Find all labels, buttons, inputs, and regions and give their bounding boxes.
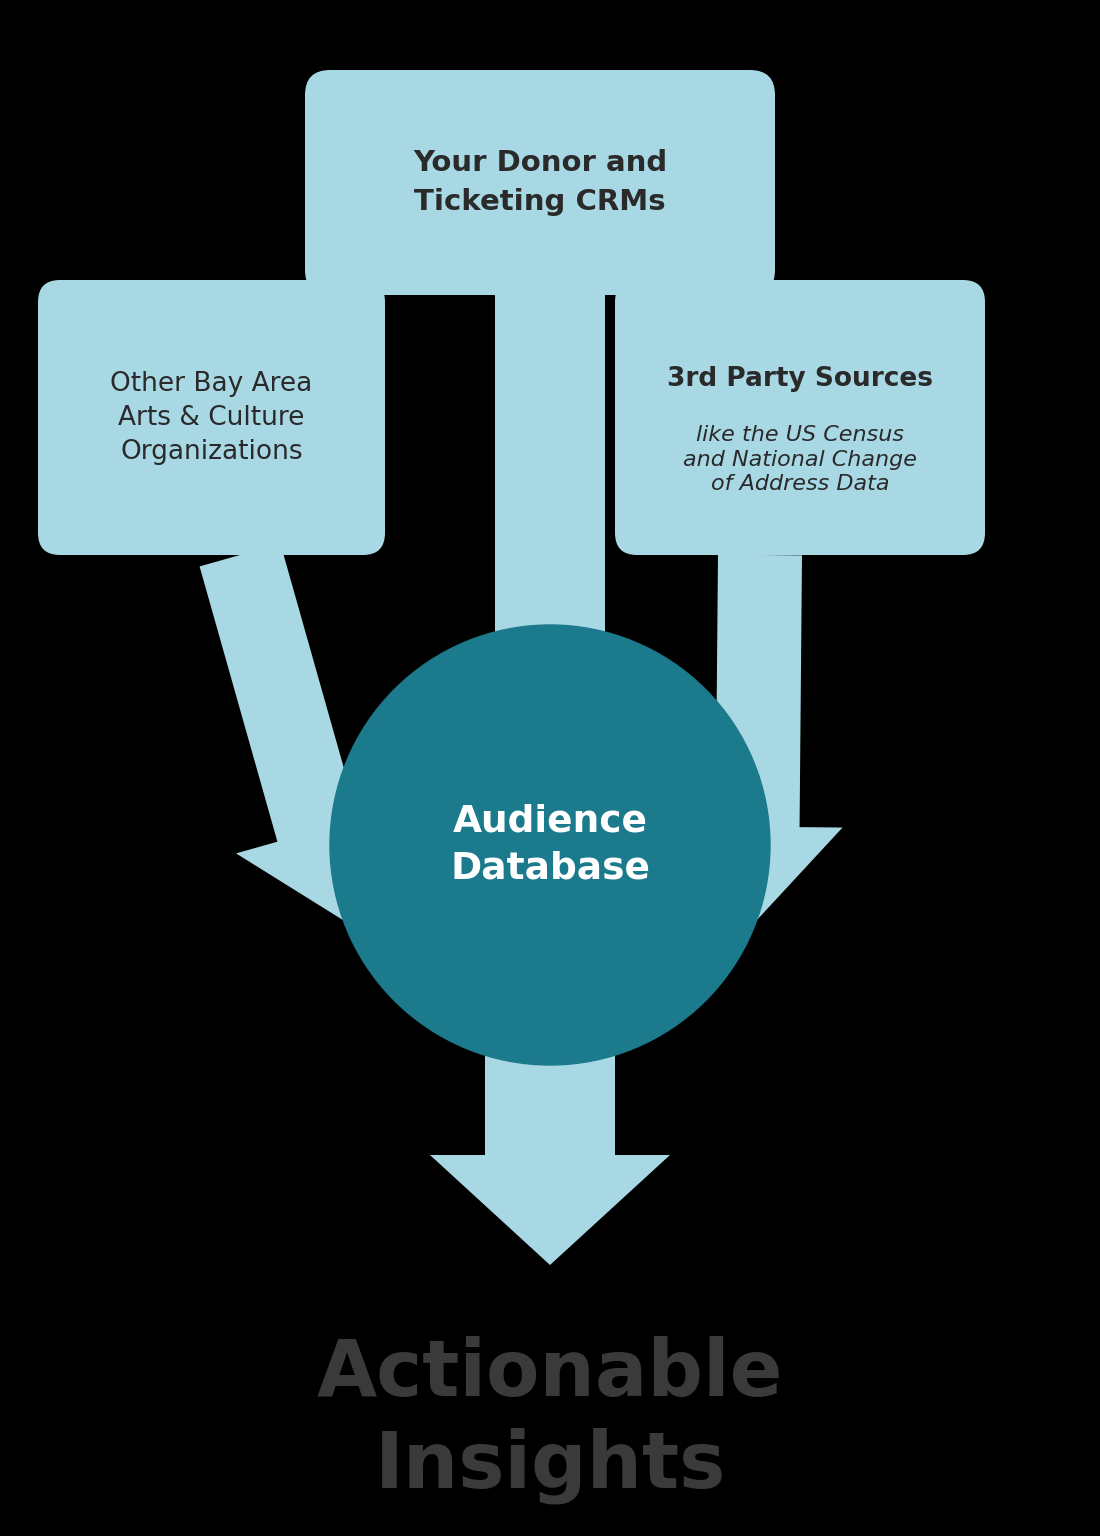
Text: like the US Census
and National Change
of Address Data: like the US Census and National Change o… <box>683 424 917 495</box>
FancyBboxPatch shape <box>305 71 776 295</box>
Circle shape <box>330 625 770 1064</box>
FancyBboxPatch shape <box>39 280 385 554</box>
Polygon shape <box>672 554 843 920</box>
Text: Actionable
Insights: Actionable Insights <box>317 1336 783 1504</box>
Text: Other Bay Area
Arts & Culture
Organizations: Other Bay Area Arts & Culture Organizati… <box>110 370 312 464</box>
Polygon shape <box>199 544 399 920</box>
Polygon shape <box>450 295 650 834</box>
Text: Audience
Database: Audience Database <box>450 803 650 886</box>
Text: 3rd Party Sources: 3rd Party Sources <box>667 367 933 393</box>
Text: Your Donor and
Ticketing CRMs: Your Donor and Ticketing CRMs <box>412 149 667 217</box>
Polygon shape <box>430 1035 670 1266</box>
FancyBboxPatch shape <box>615 280 984 554</box>
